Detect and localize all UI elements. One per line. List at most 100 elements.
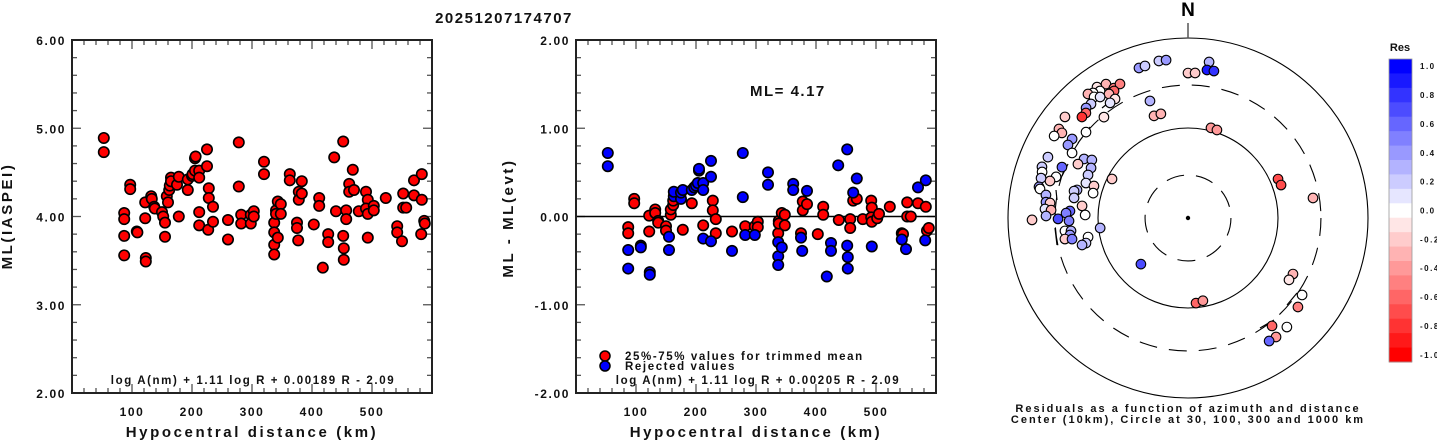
left-data-point: [207, 200, 220, 213]
left-data-point: [189, 150, 202, 163]
mid-data-point: [911, 181, 924, 194]
left-data-point: [162, 196, 175, 209]
colorbar-tick-label: 0.2: [1420, 178, 1436, 187]
left-data-point: [232, 136, 245, 149]
mid-data-point: [601, 146, 614, 159]
mid-data-point: [643, 225, 656, 238]
polar-data-point: [1098, 111, 1110, 123]
polar-data-point: [1208, 65, 1220, 77]
legend-marker-rejected: [599, 360, 611, 372]
polar-data-point: [1211, 124, 1223, 136]
left-data-point: [268, 248, 281, 261]
colorbar-band: [1389, 174, 1412, 190]
polar-caption-line2: Center (10km), Circle at 30, 100, 300 an…: [1011, 414, 1365, 426]
left-data-point: [247, 210, 260, 223]
mid-y-axis-label: ML - ML(evt): [500, 158, 517, 277]
polar-data-point: [1094, 222, 1106, 234]
mid-data-point: [919, 200, 932, 213]
left-data-point: [328, 151, 341, 164]
mid-data-point: [794, 231, 807, 244]
polar-data-point: [1076, 111, 1088, 123]
left-data-point: [346, 163, 359, 176]
polar-data-point: [1066, 233, 1078, 245]
left-data-point: [193, 171, 206, 184]
colorbar-band: [1389, 131, 1412, 147]
mid-x-tick-label: 100: [624, 405, 649, 419]
mid-data-point: [622, 227, 635, 240]
left-data-point: [181, 184, 194, 197]
left-y-tick-label: 5.00: [36, 122, 66, 136]
left-data-point: [207, 215, 220, 228]
left-data-point: [222, 233, 235, 246]
left-data-point: [397, 187, 410, 200]
mid-x-tick-label: 300: [744, 405, 769, 419]
left-data-point: [337, 229, 350, 242]
colorbar-tick-label: -0.4: [1420, 264, 1437, 273]
mid-data-point: [761, 166, 774, 179]
colorbar-band: [1389, 116, 1412, 132]
polar-data-point: [1079, 209, 1091, 221]
left-data-point: [415, 193, 428, 206]
polar-data-point: [1160, 54, 1172, 66]
left-data-point: [313, 199, 326, 212]
mid-data-point: [899, 243, 912, 256]
left-data-point: [395, 235, 408, 248]
left-data-point: [118, 249, 131, 262]
left-data-point: [283, 174, 296, 187]
mid-data-point: [919, 174, 932, 187]
mid-data-point: [761, 178, 774, 191]
mid-data-point: [850, 172, 863, 185]
left-data-point: [201, 143, 214, 156]
left-plot-frame: [71, 39, 433, 394]
left-data-point: [307, 218, 320, 231]
mid-data-point: [662, 230, 675, 243]
left-data-point: [202, 182, 215, 195]
left-y-tick-labels: 2.00 3.00 4.00 5.00 6.00: [36, 34, 66, 401]
colorbar-band: [1389, 318, 1412, 334]
left-data-point: [257, 168, 270, 181]
left-data-point: [274, 198, 287, 211]
mid-y-tick-label: -1.00: [535, 299, 570, 313]
mid-data-point: [748, 229, 761, 242]
colorbar-band: [1389, 289, 1412, 305]
mid-data-point: [832, 159, 845, 172]
colorbar-band: [1389, 73, 1412, 89]
polar-data-point: [1144, 95, 1156, 107]
mid-data-point: [919, 234, 932, 247]
colorbar-tick-label: -0.8: [1420, 322, 1437, 331]
colorbar-frame: [1388, 58, 1413, 363]
left-data-point: [292, 234, 305, 247]
colorbar-band: [1389, 232, 1412, 248]
station-link-segments: [1054, 99, 1298, 329]
mid-data-point: [817, 208, 830, 221]
polar-data-points: [1026, 54, 1319, 347]
polar-data-point: [1048, 130, 1060, 142]
left-x-tick-labels: 100 200 300 400 500: [120, 405, 383, 419]
left-data-point: [337, 253, 350, 266]
mid-data-point: [800, 198, 813, 211]
mid-data-point: [725, 225, 738, 238]
mid-data-point: [775, 241, 788, 254]
left-x-tick-label: 300: [240, 405, 265, 419]
mid-data-point: [706, 194, 719, 207]
mid-data-point: [736, 146, 749, 159]
ml-value-label: ML= 4.17: [750, 83, 826, 100]
polar-data-point: [1139, 60, 1151, 72]
legend-marker-trimmed: [599, 350, 611, 362]
left-data-points: [97, 131, 431, 274]
mid-data-point: [872, 207, 885, 220]
left-data-point: [257, 155, 270, 168]
polar-data-point: [1292, 301, 1304, 313]
mid-data-point: [832, 214, 845, 227]
mid-data-point: [628, 197, 641, 210]
mid-data-point: [725, 244, 738, 257]
mid-data-point: [811, 228, 824, 241]
left-data-point: [97, 146, 110, 159]
center-dot: [1185, 215, 1191, 221]
colorbar-tick-label: 0.4: [1420, 149, 1436, 158]
mid-y-tick-label: 1.00: [540, 122, 570, 136]
polar-data-point: [1104, 97, 1116, 109]
left-data-point: [172, 210, 185, 223]
left-data-point: [400, 201, 413, 214]
